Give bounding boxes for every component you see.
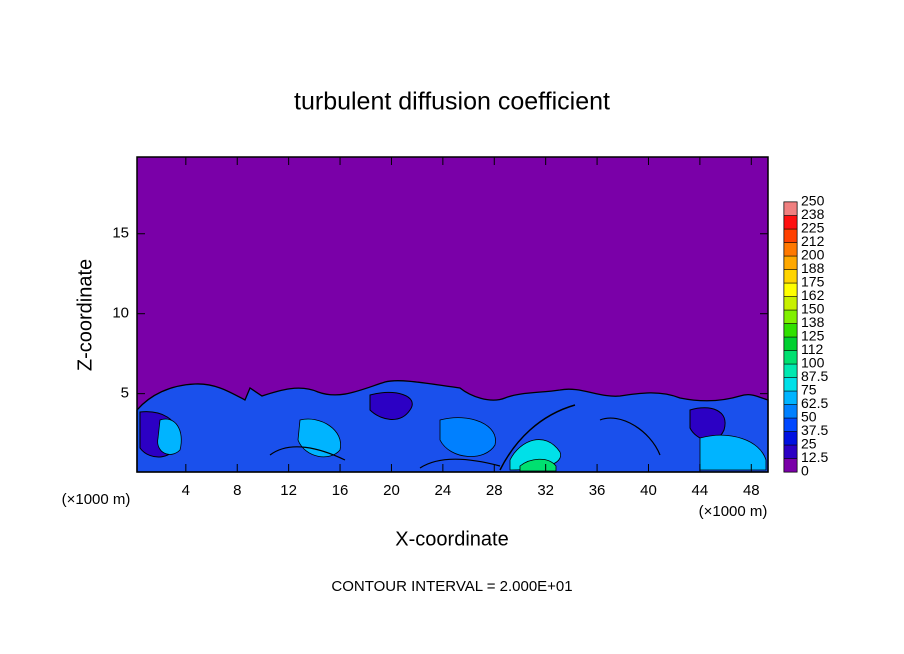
contour-line <box>419 458 501 469</box>
colorbar-label: 200 <box>801 247 825 263</box>
x-tick-label: 32 <box>537 482 554 499</box>
x-tick-label: 24 <box>435 482 452 499</box>
colorbar-label: 162 <box>801 287 825 303</box>
x-axis-label: X-coordinate <box>395 528 508 550</box>
colorbar-cell <box>783 350 798 365</box>
contour-line <box>599 417 661 456</box>
colorbar-label: 138 <box>801 314 825 330</box>
annotation: CONTOUR INTERVAL = 2.000E+01 <box>331 578 572 595</box>
x-tick-label: 40 <box>640 482 657 499</box>
x-tick-label: 44 <box>692 482 709 499</box>
y-axis-label: Z-coordinate <box>74 259 96 371</box>
x-tick-label: 12 <box>280 482 297 499</box>
y-tick-label: 5 <box>121 385 129 402</box>
colorbar-cell <box>783 458 798 473</box>
colorbar-cell <box>783 390 798 405</box>
y-tick-label: 10 <box>112 305 129 322</box>
colorbar-cell <box>783 201 798 216</box>
colorbar-cell <box>783 323 798 338</box>
x-tick-label: 16 <box>332 482 349 499</box>
colorbar-label: 50 <box>801 409 817 425</box>
colorbar-label: 62.5 <box>801 395 828 411</box>
colorbar-label: 225 <box>801 220 825 236</box>
colorbar-label: 150 <box>801 301 825 317</box>
colorbar-label: 25 <box>801 436 817 452</box>
x-tick-label: 48 <box>743 482 760 499</box>
colorbar-label: 12.5 <box>801 449 828 465</box>
colorbar-label: 238 <box>801 206 825 222</box>
colorbar-cell <box>783 431 798 446</box>
plot-frame <box>136 156 769 473</box>
colorbar-cell <box>783 417 798 432</box>
y-unit-label: (×1000 m) <box>62 491 131 508</box>
field <box>136 157 769 473</box>
x-tick-label: 8 <box>233 482 241 499</box>
colorbar-cell <box>783 363 798 378</box>
dark-patch <box>369 391 413 420</box>
colorbar-cell <box>783 282 798 297</box>
colorbar-label: 87.5 <box>801 368 828 384</box>
colorbar-cell <box>783 444 798 459</box>
colorbar-cell <box>783 269 798 284</box>
colorbar-label: 37.5 <box>801 422 828 438</box>
y-tick-label: 15 <box>112 225 129 242</box>
colorbar-cell <box>783 215 798 230</box>
light-patch <box>157 418 182 455</box>
colorbar-label: 250 <box>801 193 825 209</box>
colorbar-cell <box>783 242 798 257</box>
colorbar-label: 188 <box>801 260 825 276</box>
colorbar-cell <box>783 336 798 351</box>
colorbar-label: 75 <box>801 382 817 398</box>
colorbar-cell <box>783 309 798 324</box>
colorbar-label: 100 <box>801 355 825 371</box>
dark-patch <box>689 407 726 441</box>
light-patch <box>699 434 767 471</box>
x-tick-label: 4 <box>182 482 190 499</box>
contour-line <box>269 446 346 461</box>
colorbar-label: 112 <box>801 341 824 357</box>
colorbar-cell <box>783 228 798 243</box>
x-tick-label: 36 <box>589 482 606 499</box>
colorbar-cell <box>783 296 798 311</box>
colorbar-cell <box>783 377 798 392</box>
colorbar-label: 125 <box>801 328 825 344</box>
colorbar-cell <box>783 255 798 270</box>
x-unit-label: (×1000 m) <box>699 503 768 520</box>
contour-line <box>499 404 576 471</box>
x-tick-label: 20 <box>383 482 400 499</box>
colorbar-cell <box>783 404 798 419</box>
light-patch <box>439 417 496 457</box>
x-tick-label: 28 <box>486 482 503 499</box>
colorbar-label: 175 <box>801 274 825 290</box>
light-patch <box>519 458 557 472</box>
chart-title: turbulent diffusion coefficient <box>294 88 610 116</box>
colorbar-label: 212 <box>801 233 825 249</box>
colorbar-label: 0 <box>801 463 809 479</box>
